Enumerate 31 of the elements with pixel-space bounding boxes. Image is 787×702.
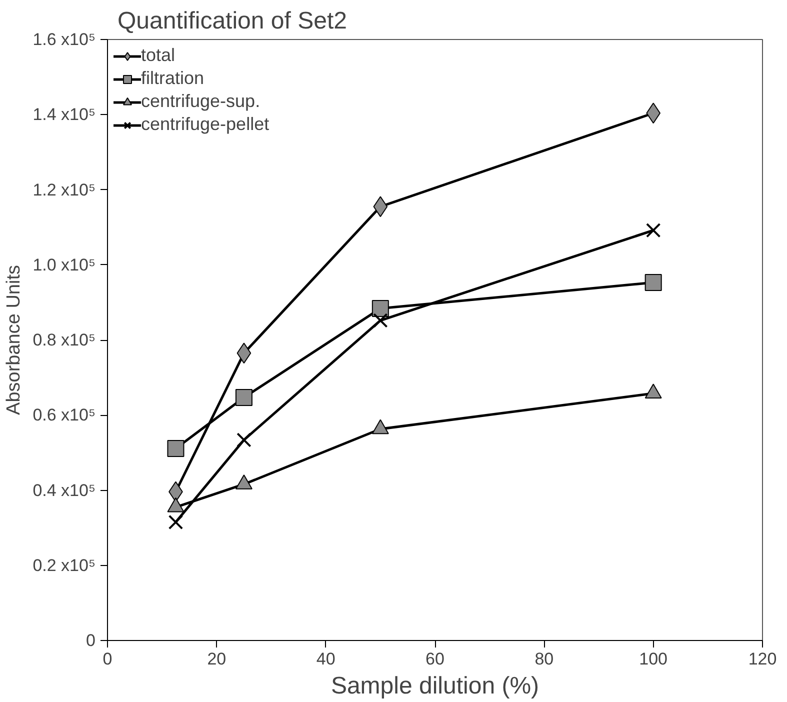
x-tick-label: 40 <box>316 650 336 668</box>
point <box>372 300 389 317</box>
x-tick-label: 20 <box>207 650 226 668</box>
y-tick-label: 1.0 x10⁵ <box>32 255 96 274</box>
y-tick-label: 1.2 x10⁵ <box>32 180 96 200</box>
point <box>373 313 388 328</box>
point <box>646 222 661 238</box>
y-axis-title: Absorbance Units <box>4 265 25 415</box>
y-tick-label: 0.2 x10⁵ <box>32 556 96 575</box>
y-tick-label: 1.6 x10⁵ <box>32 30 96 49</box>
y-tick-label: 0.4 x10⁵ <box>32 480 96 500</box>
x-tick-label: 60 <box>426 650 444 668</box>
point <box>235 388 252 406</box>
point <box>236 432 252 448</box>
x-axis-title: Sample dilution (%) <box>330 672 540 700</box>
legend-label: centrifuge-sup. <box>141 91 260 112</box>
y-tick-label: 1.4 x10⁵ <box>32 105 96 124</box>
legend-label: filtration <box>141 68 204 89</box>
y-tick-label: 0.6 x10⁵ <box>32 406 96 425</box>
y-tick-label: 0 <box>86 631 96 650</box>
x-tick-label: 100 <box>639 650 668 668</box>
x-tick-label: 80 <box>534 650 554 668</box>
point <box>167 440 184 458</box>
legend-label: total <box>141 45 176 66</box>
chart-title: Quantification of Set2 <box>118 8 347 34</box>
point <box>168 514 184 530</box>
x-tick-label: 0 <box>102 650 112 668</box>
y-tick-label: 0.8 x10⁵ <box>32 330 96 350</box>
point <box>644 274 662 292</box>
x-tick-label: 120 <box>748 650 777 668</box>
legend-label: centrifuge-pellet <box>141 114 270 135</box>
